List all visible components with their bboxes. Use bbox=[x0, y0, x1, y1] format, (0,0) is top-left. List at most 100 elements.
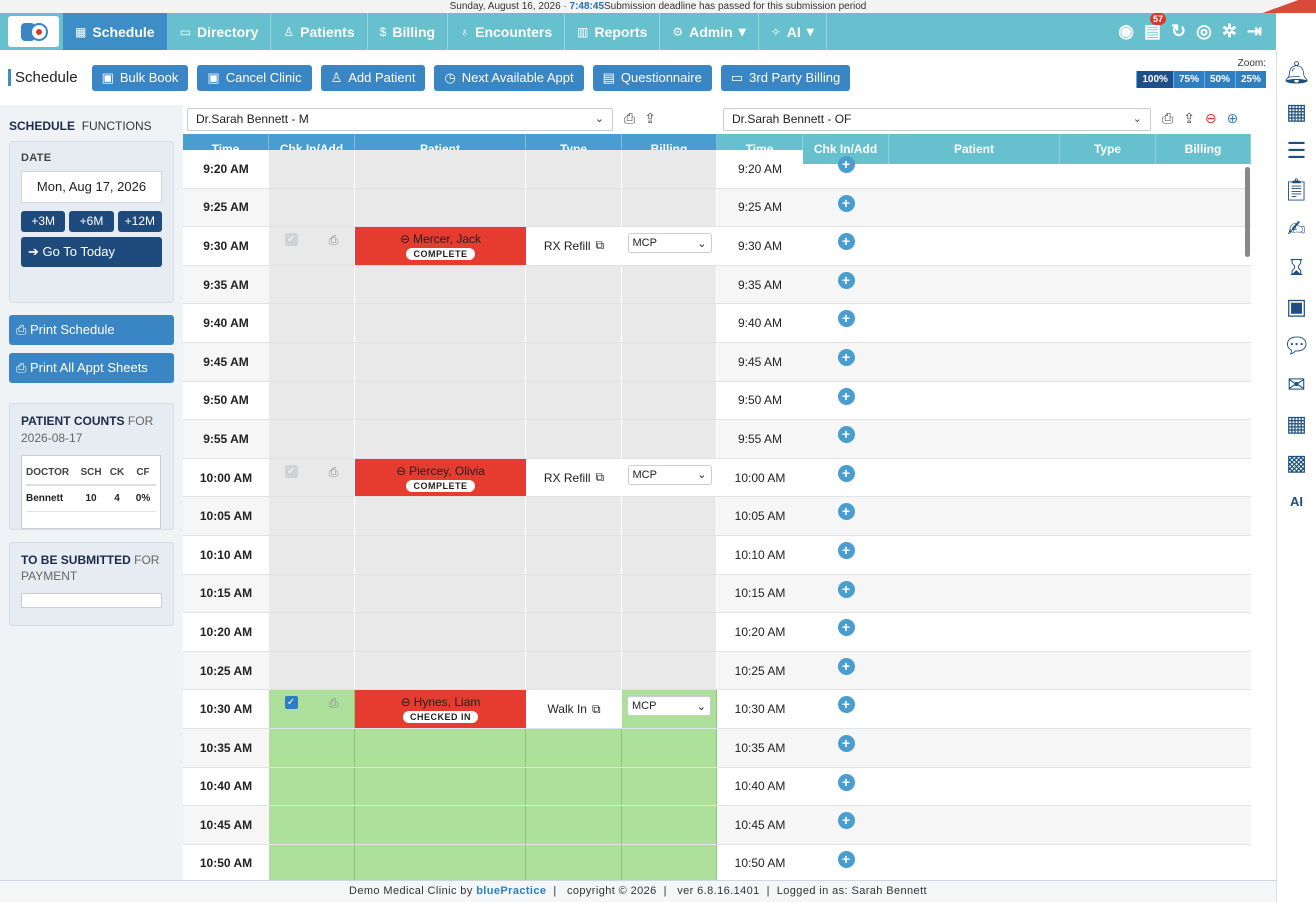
appointment-type[interactable]: Walk In ⧉ bbox=[526, 690, 622, 728]
export-icon[interactable]: ⇪ bbox=[644, 110, 656, 126]
type-label: RX Refill bbox=[543, 470, 591, 485]
date-input[interactable]: Mon, Aug 17, 2026 bbox=[21, 171, 162, 203]
add-appointment-icon[interactable]: + bbox=[837, 271, 855, 289]
appointment-patient[interactable]: ⊖ Hynes, Liam CHECKED IN bbox=[355, 690, 526, 728]
checkin-checkbox[interactable]: ✓ bbox=[284, 464, 298, 478]
hourglass-icon[interactable]: ⌛︎ bbox=[1289, 255, 1304, 280]
appointment-type[interactable]: RX Refill ⧉ bbox=[526, 458, 622, 497]
signature-icon[interactable]: ✍︎ bbox=[1287, 216, 1306, 241]
add-appointment-icon[interactable]: + bbox=[837, 156, 855, 173]
add-patient-button[interactable]: ♙ Add Patient bbox=[320, 64, 426, 91]
nav-reports[interactable]: ▥ Reports bbox=[565, 13, 661, 50]
minus-circle-icon[interactable]: ⊖ bbox=[399, 231, 411, 246]
add-appointment-icon[interactable]: + bbox=[837, 734, 855, 752]
add-appointment-icon[interactable]: + bbox=[837, 348, 855, 366]
app-logo[interactable] bbox=[8, 16, 59, 47]
counts-header: DOCTOR bbox=[26, 466, 70, 478]
add-appointment-icon[interactable]: + bbox=[837, 310, 855, 328]
nav-ai[interactable]: ✧ AI ▾ bbox=[759, 13, 827, 50]
nav-billing[interactable]: $ Billing bbox=[368, 13, 449, 50]
add-appointment-icon[interactable]: + bbox=[837, 233, 855, 251]
right-panel-scrollbar[interactable] bbox=[1245, 167, 1250, 257]
print-icon[interactable]: ⎙ bbox=[328, 696, 339, 711]
clipboard-pulse-icon[interactable]: 📋︎ bbox=[1282, 177, 1311, 202]
minus-circle-icon[interactable]: ⊖ bbox=[400, 695, 411, 710]
add-appointment-icon[interactable]: + bbox=[837, 696, 855, 714]
checkin-cell[interactable]: ✓ ⎙ bbox=[269, 227, 355, 265]
appointment-type[interactable]: RX Refill ⧉ bbox=[526, 227, 622, 265]
qr-code-icon[interactable]: ▩ bbox=[1286, 450, 1307, 475]
add-appointment-icon[interactable]: + bbox=[837, 503, 855, 521]
print-icon[interactable]: ⎙ bbox=[624, 110, 636, 126]
zoom-option[interactable]: 25% bbox=[1234, 71, 1266, 88]
ai-icon[interactable]: AI bbox=[1290, 494, 1303, 509]
fax-icon[interactable]: ▣ bbox=[1286, 294, 1307, 319]
add-panel-icon[interactable]: ⊕ bbox=[1226, 110, 1239, 126]
cancel-clinic-button[interactable]: ▣ Cancel Clinic bbox=[197, 64, 312, 91]
add-appointment-icon[interactable]: + bbox=[837, 426, 855, 444]
zoom-option[interactable]: 100% bbox=[1136, 71, 1173, 88]
add-appointment-icon[interactable]: + bbox=[837, 387, 855, 405]
nav-patients[interactable]: ♙ Patients bbox=[271, 13, 368, 50]
export-icon[interactable]: ⇪ bbox=[1183, 110, 1195, 126]
jump-button[interactable]: +12M bbox=[117, 211, 162, 232]
add-appointment-icon[interactable]: + bbox=[837, 850, 855, 868]
add-appointment-icon[interactable]: + bbox=[837, 580, 855, 598]
nav-directory[interactable]: ▭ Directory bbox=[168, 13, 272, 50]
print-icon[interactable]: ⎙ bbox=[328, 233, 339, 248]
left-provider-select[interactable]: Dr.Sarah Bennett - M ⌄ bbox=[187, 108, 613, 131]
print-all-appt-sheets-button[interactable]: ⎙ Print All Appt Sheets bbox=[9, 353, 174, 383]
go-to-today-button[interactable]: ➔ Go To Today bbox=[21, 237, 162, 267]
add-appointment-icon[interactable]: + bbox=[837, 657, 855, 675]
add-appointment-icon[interactable]: + bbox=[837, 464, 855, 482]
edit-note-icon[interactable]: ⧉ bbox=[591, 701, 601, 716]
questionnaire-button[interactable]: ▤ Questionnaire bbox=[592, 64, 712, 91]
remove-panel-icon[interactable]: ⊖ bbox=[1204, 110, 1217, 126]
chat-icon[interactable]: 💬︎ bbox=[1282, 333, 1311, 358]
calendar-clock-icon[interactable]: ▦ bbox=[1286, 99, 1307, 124]
empty-cell bbox=[526, 497, 622, 535]
print-icon[interactable]: ⎙ bbox=[328, 464, 339, 479]
zoom-option[interactable]: 50% bbox=[1203, 71, 1235, 88]
billing-select[interactable]: MCP ⌄ bbox=[627, 233, 712, 254]
appointment-patient[interactable]: ⊖ Piercey, Olivia COMPLETE bbox=[355, 458, 526, 497]
eye-icon[interactable]: ◎ bbox=[1196, 21, 1212, 41]
zoom-option[interactable]: 75% bbox=[1172, 71, 1204, 88]
user-status-icon[interactable]: ◉ bbox=[1118, 21, 1134, 41]
jump-button[interactable]: +6M bbox=[69, 211, 114, 232]
mail-icon[interactable]: ✉︎ bbox=[1287, 372, 1306, 397]
checkin-cell[interactable]: ✓ ⎙ bbox=[269, 690, 355, 728]
logout-icon[interactable]: ⇥ bbox=[1246, 21, 1262, 41]
print-schedule-button[interactable]: ⎙ Print Schedule bbox=[9, 315, 174, 345]
checkin-checkbox[interactable]: ✓ bbox=[284, 696, 298, 710]
next-available-appt-button[interactable]: ◷ Next Available Appt bbox=[434, 64, 584, 91]
refresh-icon[interactable]: ↻ bbox=[1171, 21, 1187, 41]
jump-button[interactable]: +3M bbox=[21, 211, 66, 232]
add-appointment-icon[interactable]: + bbox=[837, 812, 855, 830]
edit-note-icon[interactable]: ⧉ bbox=[595, 470, 605, 485]
tasks-icon[interactable]: ▤ 57 bbox=[1144, 13, 1166, 42]
print-icon[interactable]: ⎙ bbox=[1162, 110, 1174, 126]
grid-icon[interactable]: ▦ bbox=[1286, 411, 1307, 436]
bulk-book-button[interactable]: ▣ Bulk Book bbox=[91, 64, 189, 91]
list-icon[interactable]: ☰ bbox=[1286, 138, 1307, 163]
add-appointment-icon[interactable]: + bbox=[837, 773, 855, 791]
bell-icon[interactable]: 🔔︎ bbox=[1282, 60, 1311, 85]
add-appointment-icon[interactable]: + bbox=[837, 541, 855, 559]
checkin-checkbox[interactable]: ✓ bbox=[284, 233, 298, 247]
nav-schedule[interactable]: ▦ Schedule bbox=[63, 13, 168, 50]
tasks-badge: 57 bbox=[1149, 13, 1166, 25]
appointment-patient[interactable]: ⊖ Mercer, Jack COMPLETE bbox=[355, 227, 526, 265]
add-appointment-icon[interactable]: + bbox=[837, 619, 855, 637]
edit-note-icon[interactable]: ⧉ bbox=[595, 238, 605, 253]
settings-icon[interactable]: ✲ bbox=[1221, 21, 1237, 41]
3rd-party-billing-button[interactable]: ▭ 3rd Party Billing bbox=[720, 64, 851, 91]
nav-admin[interactable]: ⚙ Admin ▾ bbox=[660, 13, 759, 50]
add-appointment-icon[interactable]: + bbox=[837, 194, 855, 212]
right-provider-select[interactable]: Dr.Sarah Bennett - OF ⌄ bbox=[723, 108, 1151, 131]
minus-circle-icon[interactable]: ⊖ bbox=[396, 463, 407, 478]
billing-select[interactable]: MCP ⌄ bbox=[627, 464, 712, 485]
billing-select[interactable]: MCP ⌄ bbox=[627, 696, 711, 717]
checkin-cell[interactable]: ✓ ⎙ bbox=[269, 458, 355, 497]
nav-encounters[interactable]: ♁ Encounters bbox=[448, 13, 566, 50]
